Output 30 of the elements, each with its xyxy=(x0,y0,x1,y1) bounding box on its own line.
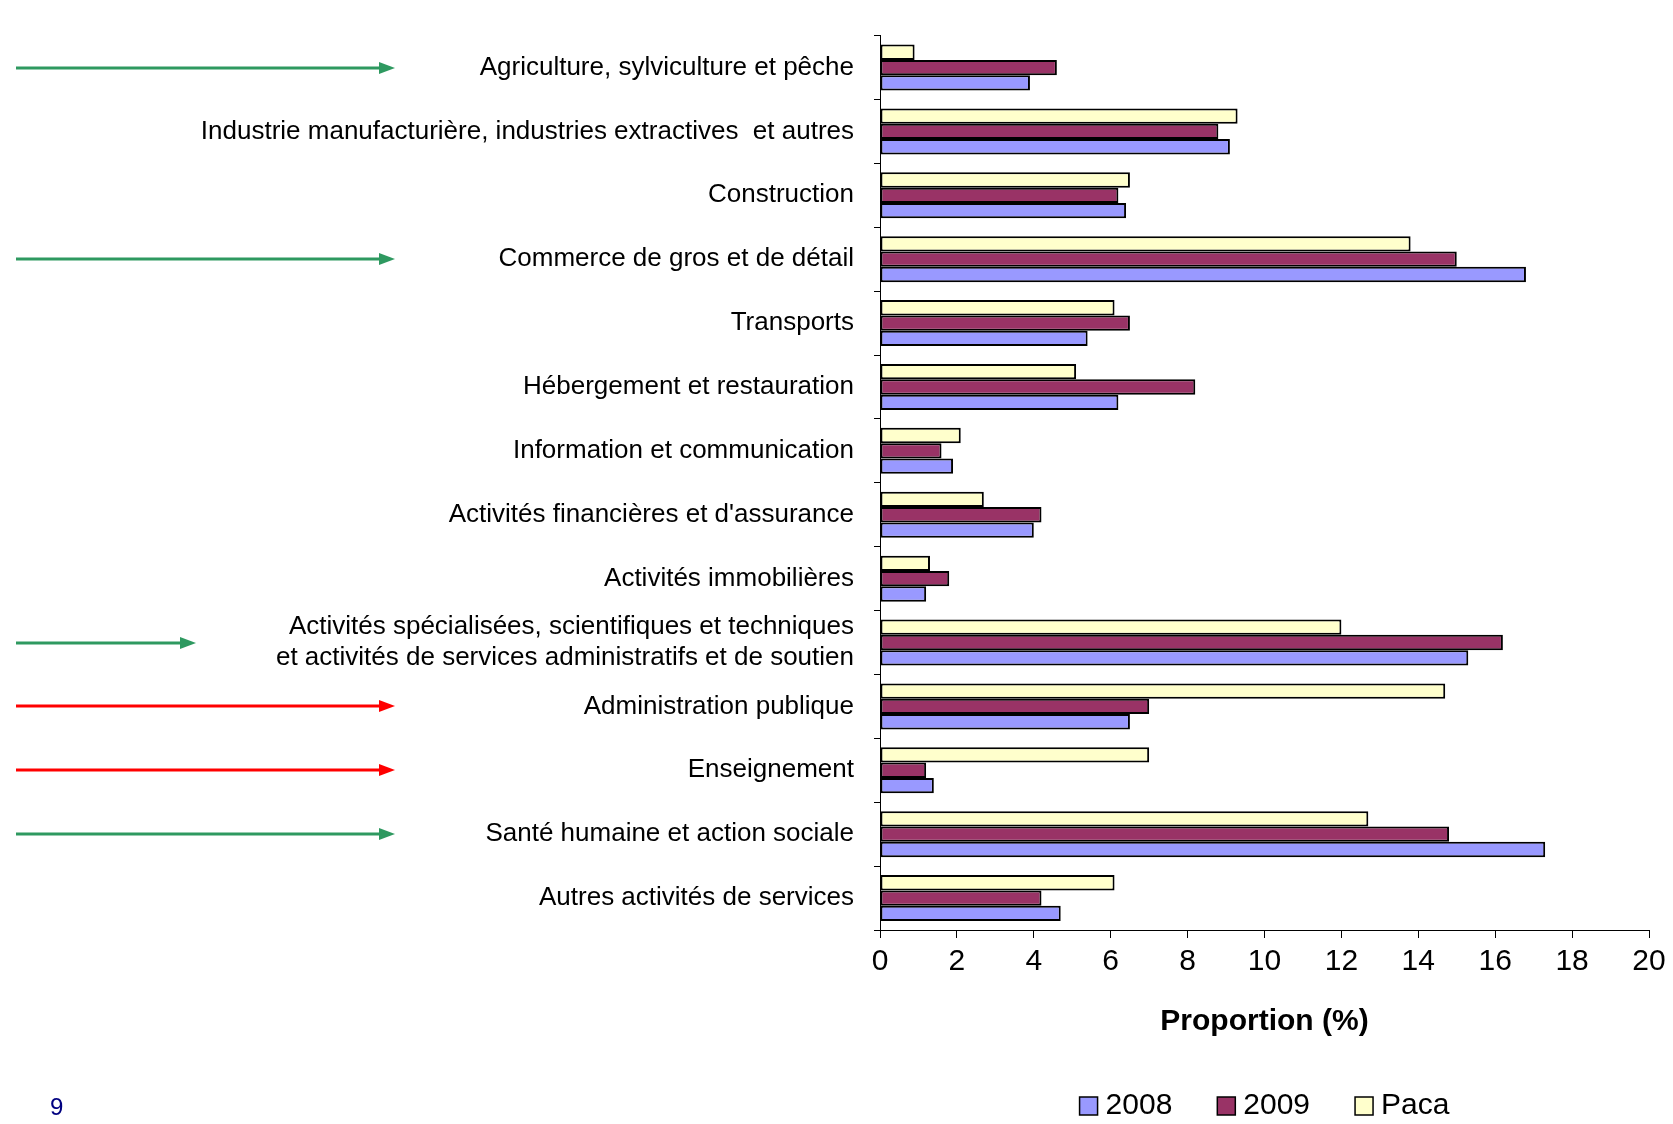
y-tick-label: Information et communication xyxy=(512,434,854,465)
y-tick-label: Activités financières et d'assurance xyxy=(448,497,854,528)
legend-label: Paca xyxy=(1381,1087,1450,1121)
y-tick-label: Construction xyxy=(708,178,854,209)
y-tick-label: Transports xyxy=(730,306,854,337)
x-tick-label: 8 xyxy=(1179,943,1196,977)
x-tick-label: 16 xyxy=(1478,943,1512,977)
x-tick-label: 0 xyxy=(871,943,889,977)
x-tick-label: 18 xyxy=(1555,943,1589,977)
x-tick-label: 6 xyxy=(1102,943,1120,977)
y-tick-label: Hébergement et restauration xyxy=(523,370,854,401)
x-axis-title: Proportion (%) xyxy=(1160,1003,1369,1037)
y-tick-label: Santé humaine et action sociale xyxy=(485,817,854,848)
y-tick-label: Enseignement xyxy=(687,753,855,784)
x-tick-label: 20 xyxy=(1632,943,1666,977)
text: 9 xyxy=(50,1092,64,1120)
y-tick-label: Administration publique xyxy=(583,689,854,720)
legend-label: 2008 xyxy=(1105,1087,1173,1121)
x-tick-label: 2 xyxy=(948,943,966,977)
x-tick-label: 14 xyxy=(1401,943,1435,977)
x-tick-label: 12 xyxy=(1324,943,1359,977)
y-tick-label: Agriculture, sylviculture et pêche xyxy=(479,50,854,81)
y-tick-label: Commerce de gros et de détail xyxy=(498,242,854,273)
y-tick-label: Activités immobilières xyxy=(604,561,854,592)
y-tick-label: Industrie manufacturière, industries extractives et autres xyxy=(200,114,854,145)
y-tick-label: Activités spécialisées, scientifiques et techniques et activités de services administratifs et de soutien xyxy=(275,610,854,672)
x-tick-label: 4 xyxy=(1025,943,1043,977)
y-tick-label: Autres activités de services xyxy=(538,881,854,912)
legend-label: 2009 xyxy=(1243,1087,1311,1121)
x-tick-label: 10 xyxy=(1247,943,1282,977)
